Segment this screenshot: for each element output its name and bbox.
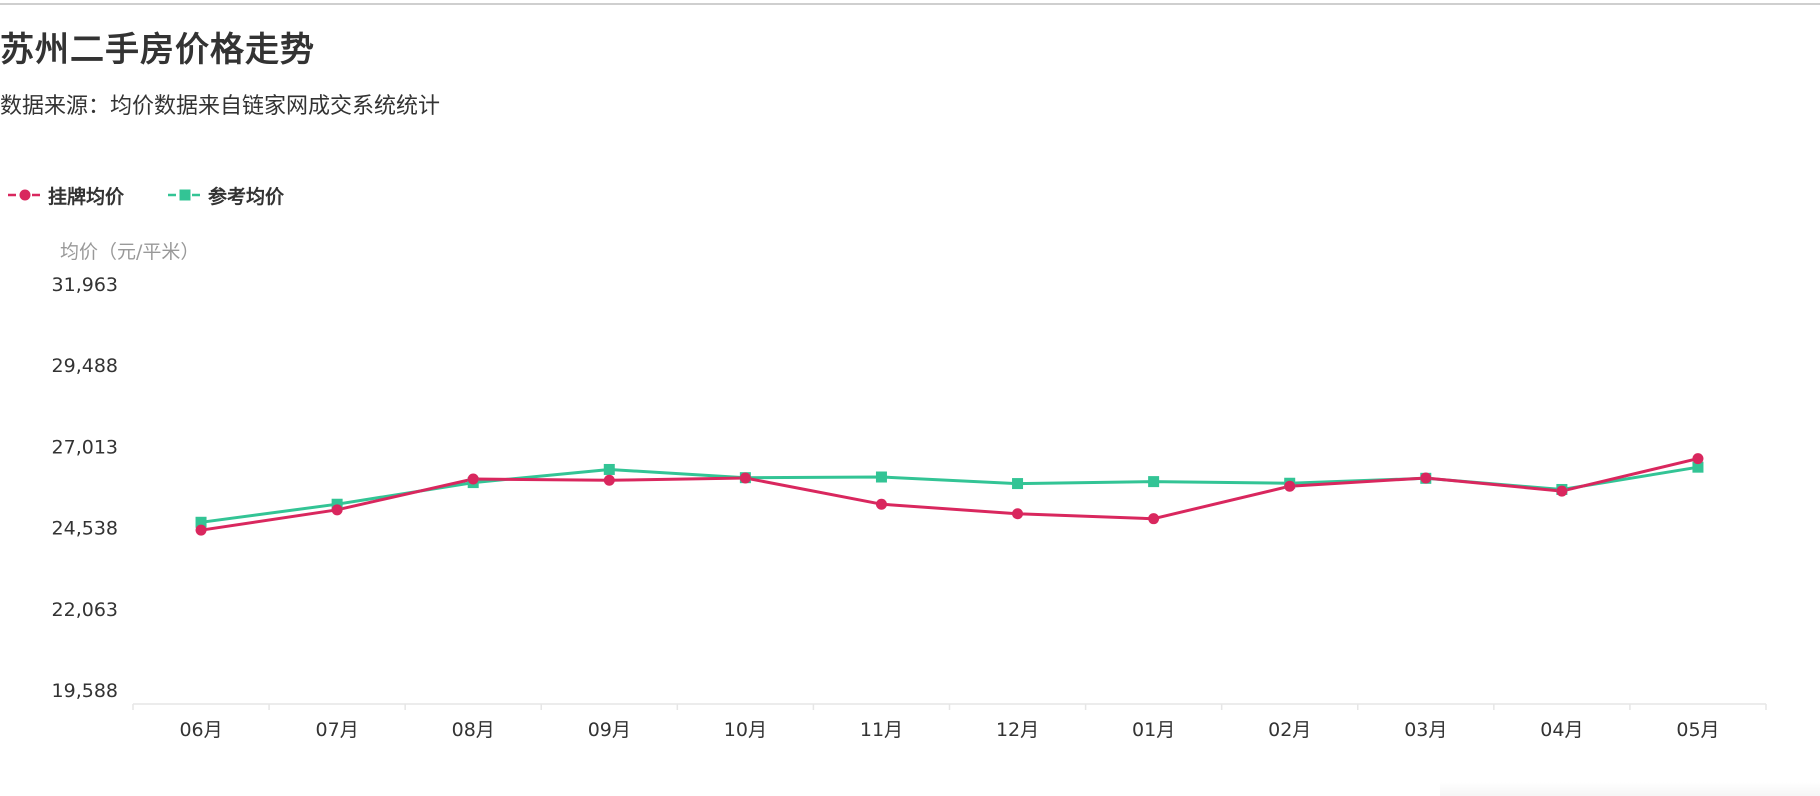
data-point-listing <box>1420 472 1432 484</box>
x-tick-label: 03月 <box>1404 719 1447 741</box>
y-tick-label: 29,488 <box>52 355 118 377</box>
y-tick-label: 31,963 <box>52 274 118 296</box>
data-point-listing <box>1148 513 1160 525</box>
data-point-reference <box>603 463 615 475</box>
y-tick-label: 24,538 <box>52 518 118 540</box>
x-tick-label: 04月 <box>1540 719 1583 741</box>
legend-square-reference <box>179 189 191 201</box>
x-tick-label: 08月 <box>452 719 495 741</box>
data-point-reference <box>195 516 207 528</box>
y-tick-label: 27,013 <box>52 436 118 458</box>
x-tick-label: 10月 <box>724 719 767 741</box>
bottom-shadow <box>1440 782 1820 796</box>
page-title: 苏州二手房价格走势 <box>0 30 315 70</box>
x-tick-label: 11月 <box>860 719 903 741</box>
series-line-listing <box>199 457 1700 532</box>
data-point-listing <box>603 474 615 486</box>
legend-item-listing[interactable]: 挂牌均价 <box>8 182 124 209</box>
data-point-listing <box>1556 485 1568 497</box>
chart-legend: 挂牌均价 参考均价 <box>8 180 328 210</box>
x-tick-label: 07月 <box>316 719 359 741</box>
legend-dot-listing <box>19 189 31 201</box>
data-point-listing <box>739 472 751 484</box>
data-point-reference <box>875 471 887 483</box>
data-point-listing <box>331 504 343 516</box>
data-point-listing <box>1692 453 1704 465</box>
y-tick-label: 22,063 <box>52 599 118 621</box>
x-tick-label: 09月 <box>588 719 631 741</box>
data-source-subtitle: 数据来源：均价数据来自链家网成交系统统计 <box>0 94 441 119</box>
legend-item-reference[interactable]: 参考均价 <box>168 182 284 209</box>
top-divider <box>0 0 1820 5</box>
y-axis-title: 均价（元/平米） <box>60 241 199 263</box>
circle-marker-icon <box>8 189 42 201</box>
data-point-reference <box>1148 476 1160 488</box>
data-point-listing <box>467 473 479 485</box>
y-tick-label: 19,588 <box>52 680 118 702</box>
series-line-reference <box>199 465 1700 524</box>
data-point-listing <box>875 498 887 510</box>
data-point-reference <box>1012 478 1024 490</box>
data-point-reference <box>1692 461 1704 473</box>
x-tick-label: 02月 <box>1268 719 1311 741</box>
x-tick-label: 06月 <box>179 719 222 741</box>
data-point-listing <box>1012 508 1024 520</box>
data-point-listing <box>1284 480 1296 492</box>
x-tick-label: 12月 <box>996 719 1039 741</box>
data-point-reference <box>331 498 343 510</box>
square-marker-icon <box>168 189 203 201</box>
data-point-listing <box>195 524 207 536</box>
legend-label-reference: 参考均价 <box>208 185 285 208</box>
legend-label-listing: 挂牌均价 <box>48 185 125 208</box>
x-tick-label: 01月 <box>1132 719 1175 741</box>
x-tick-label: 05月 <box>1676 719 1719 741</box>
